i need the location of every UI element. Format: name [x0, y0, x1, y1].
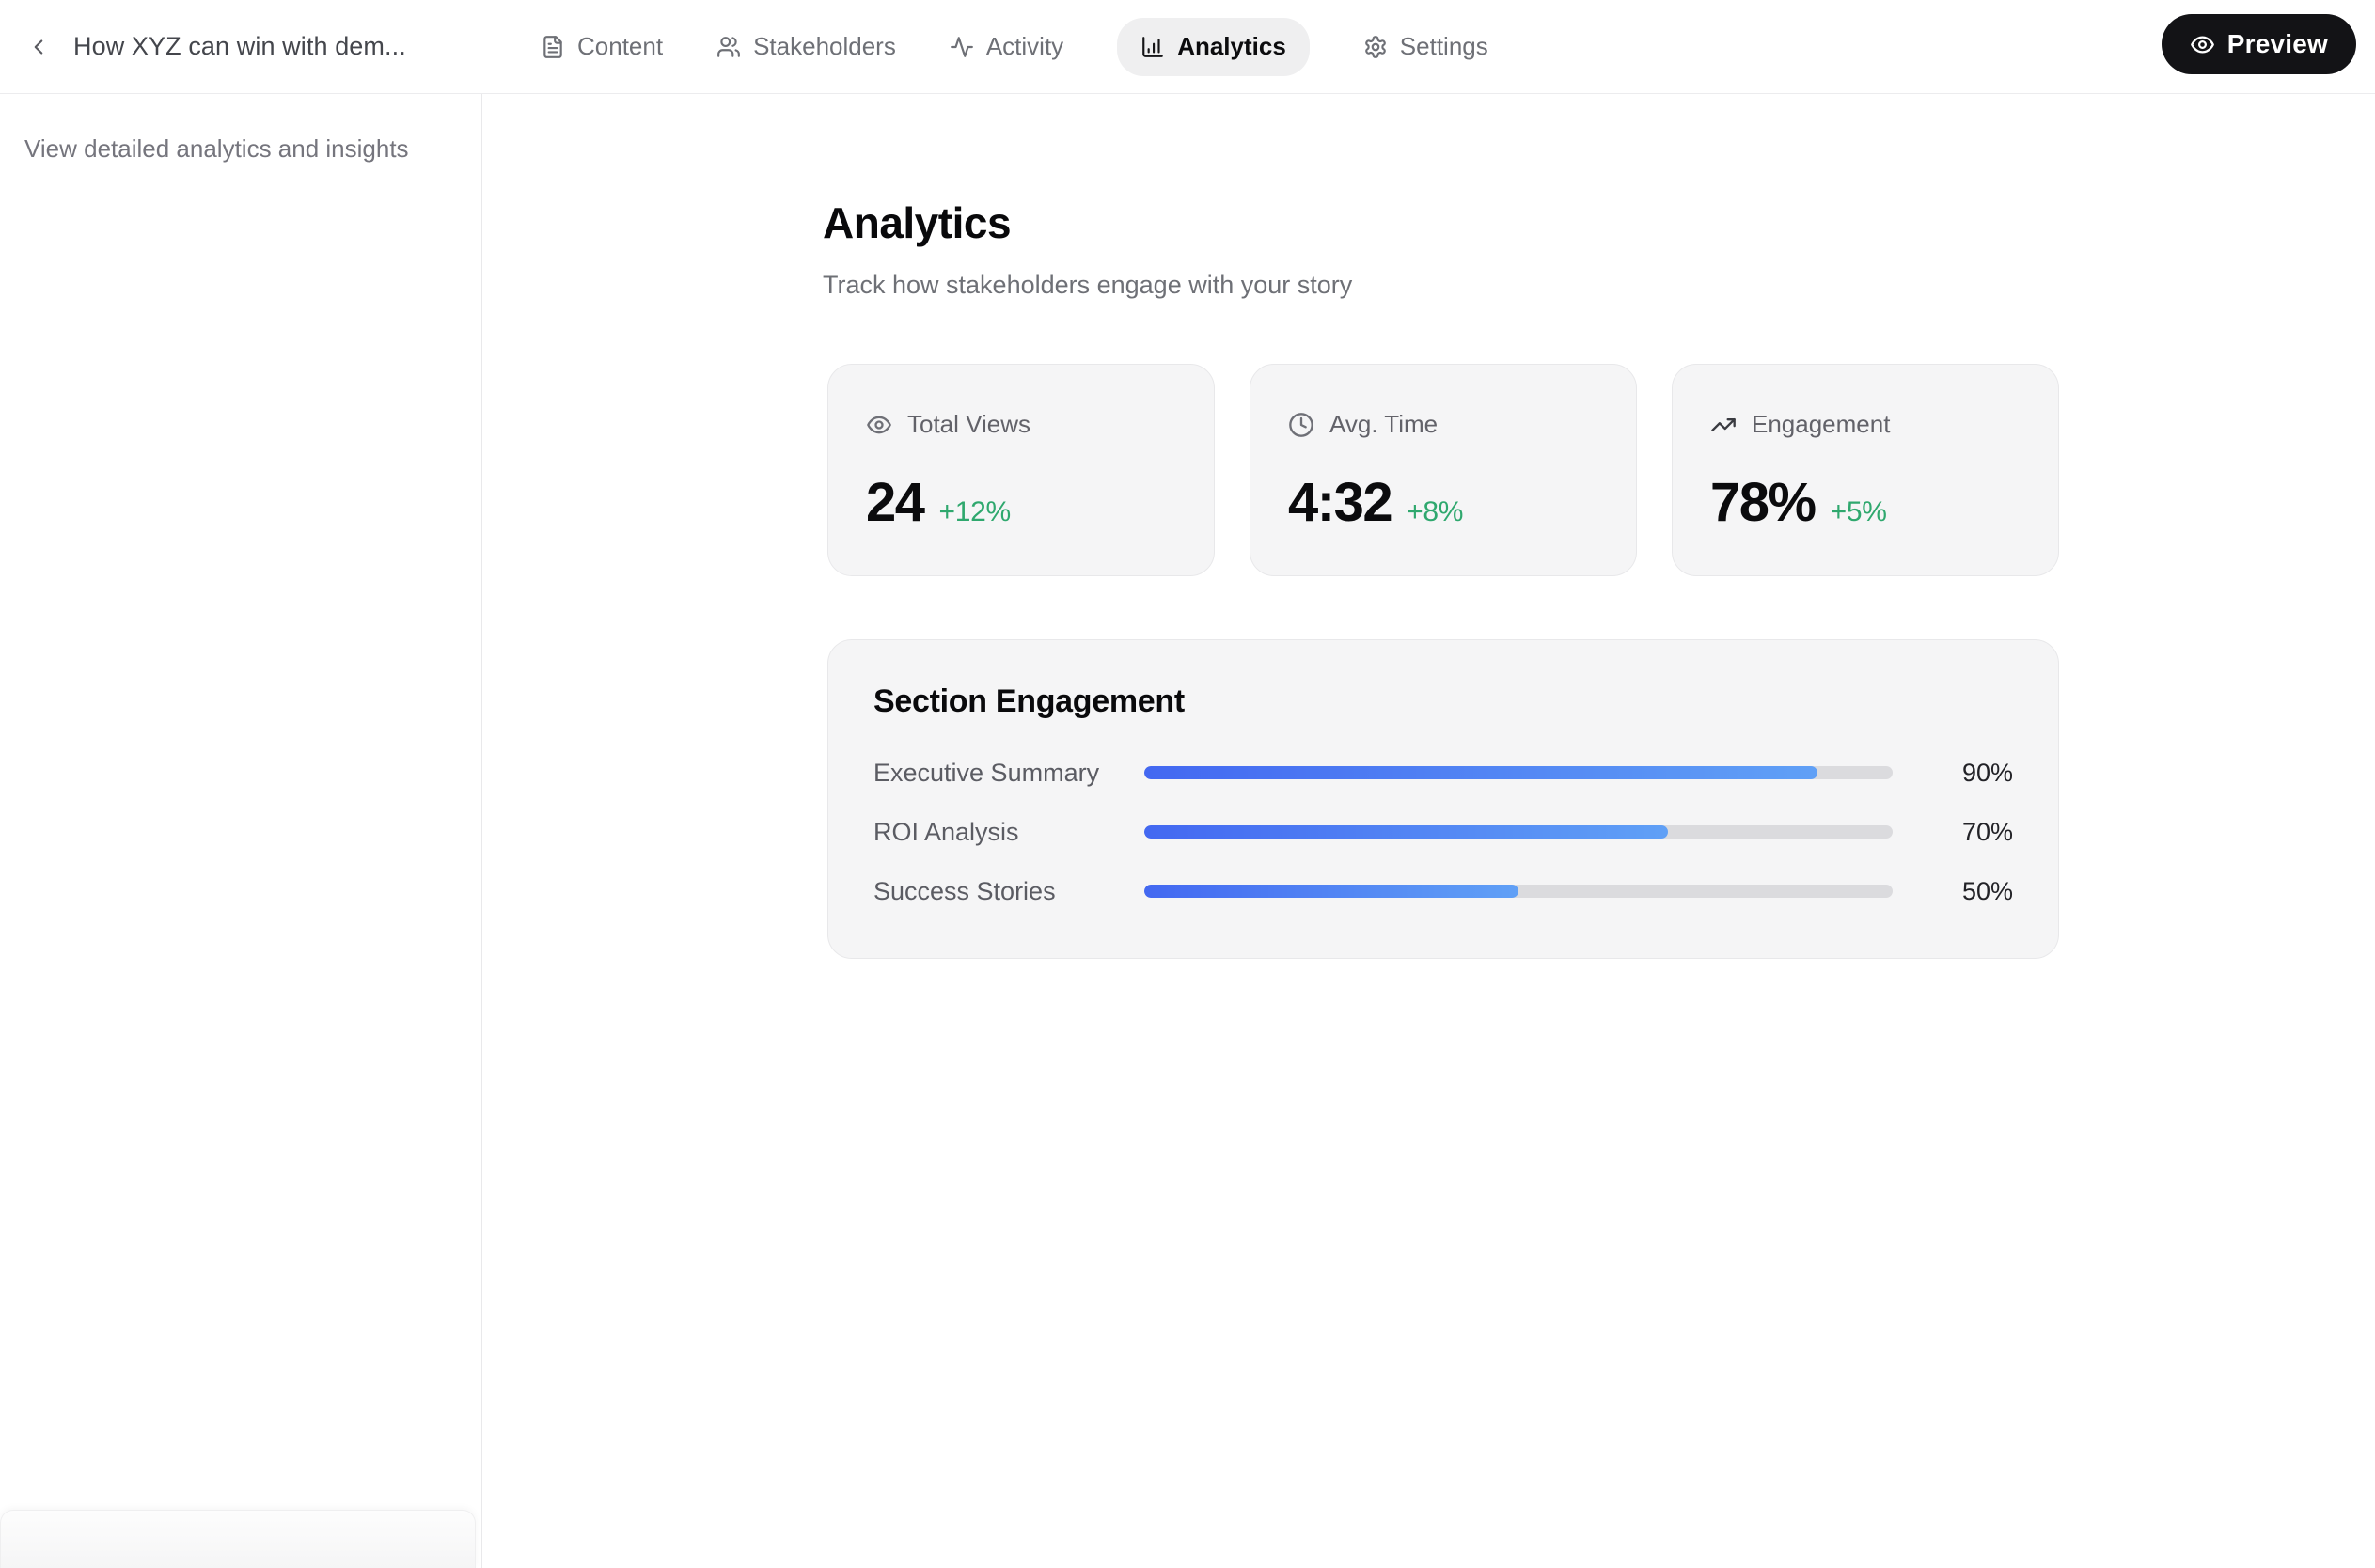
activity-icon [950, 35, 974, 59]
stat-card-total-views: Total Views 24 +12% [827, 364, 1215, 576]
stat-value: 24 [866, 472, 925, 533]
tab-settings[interactable]: Settings [1363, 32, 1488, 61]
stat-delta: +8% [1407, 496, 1464, 527]
eye-icon [866, 412, 892, 438]
stats-row: Total Views 24 +12% Avg. Time 4:32 +8% [827, 364, 2060, 576]
back-icon[interactable] [26, 35, 51, 59]
tab-label: Activity [985, 32, 1064, 60]
tab-label: Settings [1399, 32, 1488, 60]
document-header: How XYZ can win with dem... [26, 0, 406, 93]
preview-button-label: Preview [2226, 29, 2328, 58]
engagement-row-roi-analysis: ROI Analysis 70% [873, 808, 2013, 855]
engagement-row-executive-summary: Executive Summary 90% [873, 749, 2013, 796]
engagement-row-label: Executive Summary [873, 758, 1100, 787]
engagement-row-label: ROI Analysis [873, 817, 1019, 846]
users-icon [716, 35, 741, 59]
tab-analytics[interactable]: Analytics [1117, 17, 1310, 76]
top-bar: How XYZ can win with dem... Content Stak… [0, 0, 2375, 94]
tab-content[interactable]: Content [541, 32, 663, 61]
engagement-row-percent: 90% [1961, 758, 2013, 787]
stat-delta: +12% [938, 496, 1012, 527]
stat-value: 78% [1710, 472, 1817, 533]
main-content: Analytics Track how stakeholders engage … [823, 199, 2060, 959]
progress-bar-track [1144, 766, 1893, 779]
stat-card-engagement: Engagement 78% +5% [1672, 364, 2059, 576]
engagement-row-percent: 70% [1961, 817, 2013, 846]
stat-value: 4:32 [1288, 472, 1393, 533]
sidebar: View detailed analytics and insights [0, 94, 482, 1568]
progress-bar-fill [1144, 766, 1818, 779]
stat-delta: +5% [1830, 496, 1887, 527]
progress-bar-track [1144, 885, 1893, 898]
page-title: Analytics [823, 198, 1012, 247]
stat-card-header: Avg. Time [1288, 410, 1598, 439]
tab-activity[interactable]: Activity [950, 32, 1063, 61]
tab-label: Analytics [1177, 32, 1286, 60]
gear-icon [1363, 35, 1388, 59]
section-engagement-card: Section Engagement Executive Summary 90%… [827, 639, 2059, 959]
progress-bar-fill [1144, 825, 1669, 839]
page-subtitle: Track how stakeholders engage with your … [823, 271, 1353, 299]
stat-label: Avg. Time [1329, 410, 1439, 438]
tab-label: Content [577, 32, 664, 60]
stat-value-row: 78% +5% [1710, 475, 2021, 531]
stat-card-header: Total Views [866, 410, 1176, 439]
tab-stakeholders[interactable]: Stakeholders [716, 32, 896, 61]
file-text-icon [541, 35, 565, 59]
section-engagement-rows: Executive Summary 90% ROI Analysis 70% S… [873, 749, 2013, 915]
document-title: How XYZ can win with dem... [73, 32, 406, 60]
sidebar-description: View detailed analytics and insights [24, 134, 409, 163]
tab-label: Stakeholders [753, 32, 896, 60]
preview-button[interactable]: Preview [2161, 14, 2356, 74]
trending-up-icon [1710, 412, 1737, 438]
stat-label: Total Views [907, 410, 1031, 438]
engagement-row-success-stories: Success Stories 50% [873, 868, 2013, 915]
clock-icon [1288, 412, 1314, 438]
stat-card-avg-time: Avg. Time 4:32 +8% [1250, 364, 1637, 576]
engagement-row-percent: 50% [1961, 876, 2013, 905]
eye-icon [2190, 32, 2215, 57]
section-engagement-title: Section Engagement [873, 683, 1185, 719]
bar-chart-icon [1140, 35, 1165, 59]
tab-bar: Content Stakeholders Activity Analytics … [541, 0, 1488, 93]
stat-value-row: 4:32 +8% [1288, 475, 1598, 531]
stat-card-header: Engagement [1710, 410, 2021, 439]
stat-label: Engagement [1752, 410, 1891, 438]
engagement-row-label: Success Stories [873, 876, 1056, 905]
stat-value-row: 24 +12% [866, 475, 1176, 531]
progress-bar-track [1144, 825, 1893, 839]
progress-bar-fill [1144, 885, 1518, 898]
sidebar-bottom-sheet [0, 1510, 476, 1568]
